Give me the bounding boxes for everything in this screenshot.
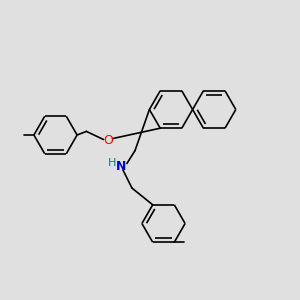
Text: O: O [103, 134, 113, 148]
Text: H: H [108, 158, 116, 168]
Text: N: N [116, 160, 127, 173]
